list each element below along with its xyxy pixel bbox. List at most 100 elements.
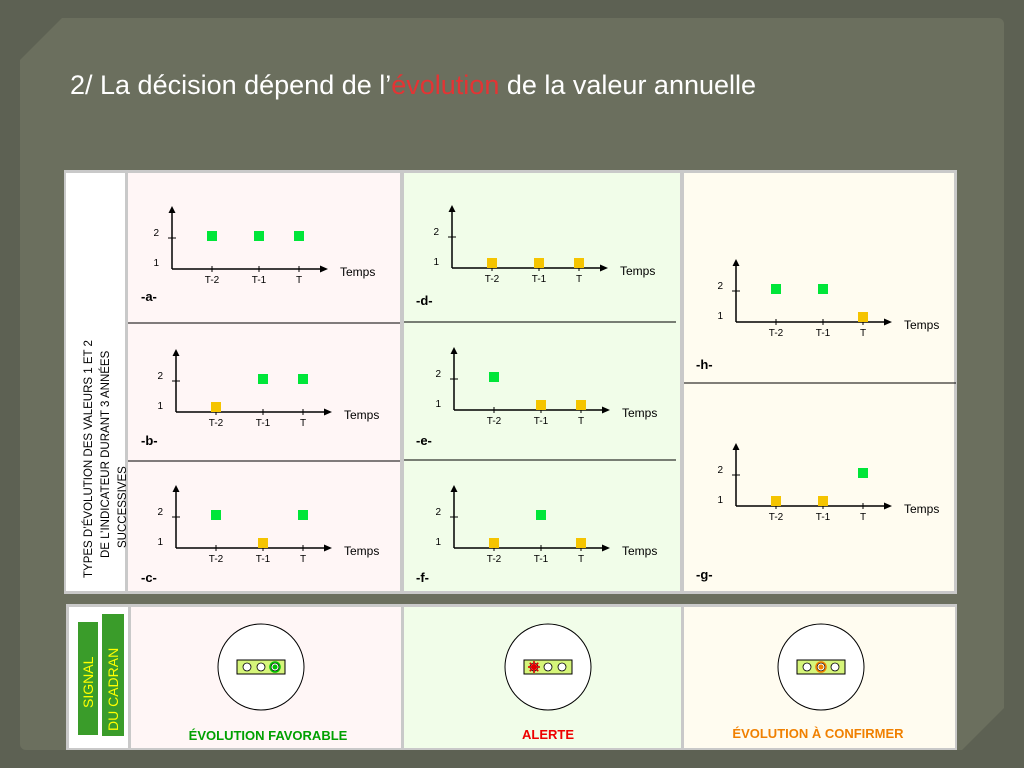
- data-point-T-1-yellow: [534, 258, 544, 268]
- data-point-T-1-yellow: [258, 538, 268, 548]
- signal-dial-favorable: [217, 623, 305, 711]
- x-tick-label: T-2: [485, 274, 500, 285]
- x-tick-label: T-1: [256, 554, 271, 565]
- x-tick-label: T-2: [209, 554, 224, 565]
- level-label-1: 1: [157, 537, 163, 548]
- x-axis-title: Temps: [622, 544, 657, 558]
- level-label-2: 2: [435, 507, 441, 518]
- y-axis-arrow: [732, 443, 740, 450]
- data-point-T-yellow: [574, 258, 584, 268]
- x-axis-title: Temps: [622, 406, 657, 420]
- signal-dial-confirmer: [777, 623, 865, 711]
- title-suffix: de la valeur annuelle: [499, 70, 757, 100]
- chart-f: 2 1 T-2 T-1 T Temps -f-: [416, 485, 657, 585]
- level-label-2: 2: [157, 507, 163, 518]
- data-point-T-1-yellow: [536, 400, 546, 410]
- chart-a: 2 1 T-2 T-1 T Temps -a-: [141, 206, 375, 304]
- x-axis-title: Temps: [344, 408, 379, 422]
- side-label-line3-clip: SUCCESSIVES: [112, 460, 128, 550]
- x-axis-arrow: [320, 265, 328, 273]
- x-tick-label: T-2: [209, 418, 224, 429]
- data-point-T-1-yellow: [818, 496, 828, 506]
- lit-lamp-core-favorable: [272, 664, 278, 670]
- level-label-1: 1: [157, 401, 163, 412]
- signal-label-bg-1: [78, 622, 98, 735]
- signal-label-line1: SIGNAL: [80, 656, 96, 708]
- title-prefix: 2/ La décision dépend de l’: [70, 70, 392, 100]
- level-label-1: 1: [717, 495, 723, 506]
- x-tick-label: T: [578, 554, 584, 565]
- data-point-T-2-yellow: [489, 538, 499, 548]
- x-tick-label: T-1: [256, 418, 271, 429]
- caption-favorable: ÉVOLUTION FAVORABLE: [188, 728, 348, 743]
- x-axis-arrow: [884, 318, 892, 326]
- x-tick-label: T: [300, 418, 306, 429]
- caption-confirmer: ÉVOLUTION À CONFIRMER: [732, 726, 904, 741]
- y-axis-arrow: [448, 205, 456, 212]
- level-label-2: 2: [717, 281, 723, 292]
- x-axis-title: Temps: [340, 265, 375, 279]
- level-label-1: 1: [435, 399, 441, 410]
- x-axis-title: Temps: [344, 544, 379, 558]
- data-point-T-1-green: [536, 510, 546, 520]
- data-point-T-green: [298, 374, 308, 384]
- chart-b: 2 1 T-2 T-1 T Temps -b-: [141, 349, 379, 448]
- level-label-2: 2: [153, 228, 159, 239]
- side-label-line1: TYPES D’ÉVOLUTION DES VALEURS 1 ET 2: [83, 340, 95, 578]
- chart-d: 2 1 T-2 T-1 T Temps -d-: [416, 205, 655, 308]
- x-tick-label: T-2: [487, 554, 502, 565]
- chart-h: 2 1 T-2 T-1 T Temps -h-: [696, 259, 939, 372]
- lit-lamp-favorable: [269, 661, 281, 673]
- data-point-T-green: [858, 468, 868, 478]
- data-point-T-2-green: [211, 510, 221, 520]
- data-point-T-2-green: [489, 372, 499, 382]
- lit-lamp-confirmer: [815, 661, 827, 673]
- side-label-cell: [66, 173, 125, 591]
- x-axis-arrow: [600, 264, 608, 272]
- data-point-T-2-green: [771, 284, 781, 294]
- column-green: [404, 173, 680, 591]
- slide-corner-top-left: [20, 18, 62, 60]
- x-axis-arrow: [602, 544, 610, 552]
- dial-lamp: [242, 662, 252, 672]
- x-axis-arrow: [324, 544, 332, 552]
- chart-g: 2 1 T-2 T-1 T Temps -g-: [696, 443, 939, 582]
- dial-lamp: [830, 662, 840, 672]
- level-label-2: 2: [433, 227, 439, 238]
- lit-lamp-alerte: [531, 664, 537, 670]
- slide-corner-bottom-right: [962, 708, 1004, 750]
- chart-c: 2 1 T-2 T-1 T Temps -c-: [141, 485, 379, 585]
- x-axis-title: Temps: [904, 318, 939, 332]
- x-tick-label: T: [860, 512, 866, 523]
- caption-alerte: ALERTE: [522, 727, 574, 742]
- data-point-T-2-yellow: [211, 402, 221, 412]
- y-axis-arrow: [172, 349, 180, 356]
- side-label-line3: SUCCESSIVES: [117, 466, 128, 548]
- data-point-T-yellow: [576, 538, 586, 548]
- x-tick-label: T: [578, 416, 584, 427]
- chart-label-c: -c-: [141, 570, 157, 585]
- chart-label-g: -g-: [696, 567, 713, 582]
- signal-label-line2: DU CADRAN: [105, 647, 121, 731]
- chart-label-a: -a-: [141, 289, 157, 304]
- level-label-2: 2: [717, 465, 723, 476]
- x-tick-label: T-2: [769, 328, 784, 339]
- x-tick-label: T-1: [534, 554, 549, 565]
- data-point-T-green: [298, 510, 308, 520]
- page-title: 2/ La décision dépend de l’évolution de …: [70, 70, 756, 101]
- x-tick-label: T-1: [532, 274, 547, 285]
- data-point-T-green: [294, 231, 304, 241]
- chart-label-e: -e-: [416, 433, 432, 448]
- y-axis-arrow: [450, 347, 458, 354]
- x-tick-label: T: [296, 275, 302, 286]
- title-highlight: évolution: [391, 70, 500, 100]
- signals-layer: [217, 623, 865, 711]
- data-point-T-1-green: [254, 231, 264, 241]
- x-tick-label: T-1: [816, 512, 831, 523]
- lit-lamp-core-confirmer: [818, 664, 824, 670]
- column-cream: [684, 173, 954, 591]
- x-tick-label: T-1: [534, 416, 549, 427]
- charts-layer: 2 1 T-2 T-1 T Temps -a- 2 1 T-2 T-1 T Temps -b- 2 1 T-2 T…: [141, 205, 939, 585]
- y-axis-arrow: [168, 206, 176, 213]
- chart-label-f: -f-: [416, 570, 429, 585]
